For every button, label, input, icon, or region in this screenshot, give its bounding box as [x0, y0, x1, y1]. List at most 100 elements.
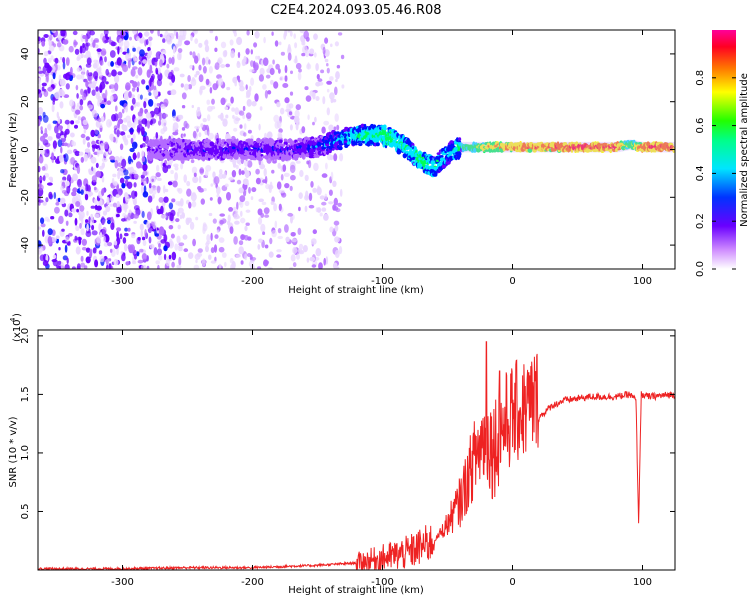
heatmap-halo-cell [502, 141, 505, 153]
heatmap-noise-cell [207, 114, 211, 122]
heatmap-noise-cell [258, 123, 261, 131]
heatmap-noise-cell [83, 128, 87, 134]
heatmap-ridge-cell [285, 141, 288, 146]
heatmap-noise-cell [86, 184, 91, 192]
heatmap-noise-cell [47, 57, 52, 63]
heatmap-halo-cell [644, 141, 647, 153]
heatmap-noise-cell [42, 111, 46, 118]
heatmap-noise-cell [186, 180, 191, 187]
heatmap-noise-cell [263, 36, 266, 44]
heatmap-noise-cell [107, 242, 113, 247]
heatmap-noise-cell [147, 195, 153, 203]
heatmap-noise-cell [154, 89, 159, 97]
heatmap-noise-cell [239, 195, 246, 203]
heatmap-ridge-cell [450, 140, 455, 144]
heatmap-noise-cell [57, 116, 61, 125]
heatmap-noise-cell [76, 74, 82, 80]
heatmap-noise-cell [254, 64, 259, 71]
heatmap-noise-cell [94, 213, 100, 218]
heatmap-noise-cell [134, 57, 139, 62]
heatmap-noise-cell [242, 114, 246, 120]
heatmap-noise-cell [199, 167, 205, 175]
heatmap-halo-cell [630, 139, 633, 151]
heatmap-noise-cell [195, 70, 200, 76]
heatmap-noise-cell [168, 57, 172, 64]
heatmap-noise-cell [305, 95, 312, 102]
heatmap-noise-cell [57, 139, 63, 148]
heatmap-halo-cell [488, 141, 491, 153]
heatmap-noise-cell [162, 164, 169, 174]
heatmap-noise-cell [157, 248, 162, 256]
heatmap-noise-cell [237, 79, 241, 83]
heatmap-noise-cell [101, 157, 108, 163]
heatmap-noise-cell [158, 226, 165, 236]
heatmap-noise-cell [274, 220, 278, 229]
heatmap-halo-cell [590, 141, 592, 153]
heatmap-noise-cell [137, 81, 140, 87]
heatmap-noise-cell [315, 63, 319, 71]
heatmap-noise-cell [71, 191, 77, 197]
heatmap-halo-cell [490, 141, 492, 153]
heatmap-noise-cell [57, 197, 61, 202]
snr-ytick-label: 1.0 [20, 445, 31, 461]
heatmap-noise-cell [148, 99, 154, 107]
heatmap-halo-cell [624, 140, 626, 151]
heatmap-noise-cell [116, 57, 122, 66]
heatmap-noise-cell [133, 213, 139, 219]
heatmap-noise-cell [71, 208, 77, 213]
heatmap-noise-cell [151, 178, 154, 182]
heatmap-ridge-cell [432, 172, 438, 177]
heatmap-noise-cell [274, 40, 279, 47]
heatmap-noise-cell [172, 46, 176, 54]
heatmap-noise-cell [171, 198, 176, 203]
heatmap-halo-cell [480, 141, 483, 153]
heatmap-noise-cell [72, 173, 78, 182]
heatmap-halo-cell [618, 141, 620, 153]
heatmap-halo-cell [544, 141, 547, 153]
heatmap-noise-cell [190, 35, 193, 42]
heatmap-noise-cell [66, 149, 73, 155]
heatmap-noise-cell [242, 105, 246, 112]
heatmap-noise-cell [231, 170, 237, 178]
heatmap-noise-cell [47, 182, 53, 186]
heatmap-noise-cell [90, 129, 96, 138]
heatmap-noise-cell [297, 72, 302, 81]
heatmap-noise-cell [40, 223, 46, 228]
heatmap-noise-cell [52, 140, 58, 149]
heatmap-halo-cell [580, 141, 583, 153]
heatmap-noise-cell [157, 177, 162, 181]
heatmap-noise-cell [51, 237, 57, 243]
heatmap-noise-cell [142, 240, 147, 246]
heatmap-noise-cell [168, 240, 174, 249]
heatmap-noise-cell [70, 120, 75, 125]
heatmap-noise-cell [101, 176, 105, 183]
heatmap-halo-cell [571, 141, 573, 153]
heatmap-noise-cell [94, 129, 99, 135]
heatmap-noise-cell [108, 147, 111, 154]
heatmap-halo-cell [565, 141, 567, 153]
heatmap-noise-cell [42, 66, 47, 75]
heatmap-halo-cell [462, 141, 464, 153]
heatmap-noise-cell [271, 229, 277, 238]
heatmap-noise-cell [91, 224, 95, 231]
heatmap-halo-cell [460, 141, 463, 153]
heatmap-noise-cell [175, 218, 180, 223]
heatmap-noise-cell [131, 97, 136, 105]
heatmap-noise-cell [325, 256, 329, 265]
heatmap-ridge-cell [162, 152, 166, 157]
heatmap-noise-cell [219, 169, 223, 175]
heatmap-noise-cell [177, 224, 181, 230]
heatmap-ridge-cell [184, 157, 188, 161]
heatmap-noise-cell [162, 38, 166, 43]
heatmap-noise-cell [238, 110, 245, 116]
heatmap-noise-cell [213, 244, 218, 253]
figure-title: C2E4.2024.093.05.46.R08 [270, 3, 441, 18]
heatmap-noise-cell [168, 202, 174, 210]
heatmap-noise-cell [142, 170, 148, 176]
heatmap-noise-cell [44, 127, 48, 136]
heatmap-noise-cell [140, 185, 144, 194]
heatmap-noise-cell [58, 215, 64, 225]
heatmap-halo-cell [568, 141, 570, 153]
heatmap-noise-cell [248, 260, 255, 268]
heatmap-noise-cell [250, 257, 257, 261]
